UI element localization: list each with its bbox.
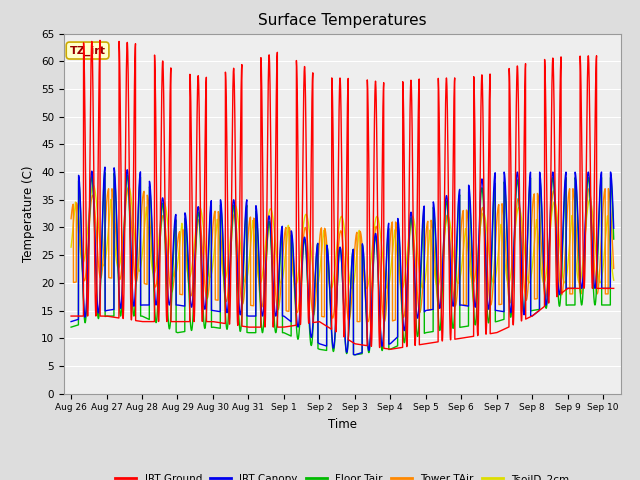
X-axis label: Time: Time — [328, 418, 357, 431]
Text: TZ_irt: TZ_irt — [70, 46, 106, 56]
Legend: IRT Ground, IRT Canopy, Floor Tair, Tower TAir, TsoilD_2cm: IRT Ground, IRT Canopy, Floor Tair, Towe… — [111, 470, 573, 480]
Title: Surface Temperatures: Surface Temperatures — [258, 13, 427, 28]
Y-axis label: Temperature (C): Temperature (C) — [22, 165, 35, 262]
